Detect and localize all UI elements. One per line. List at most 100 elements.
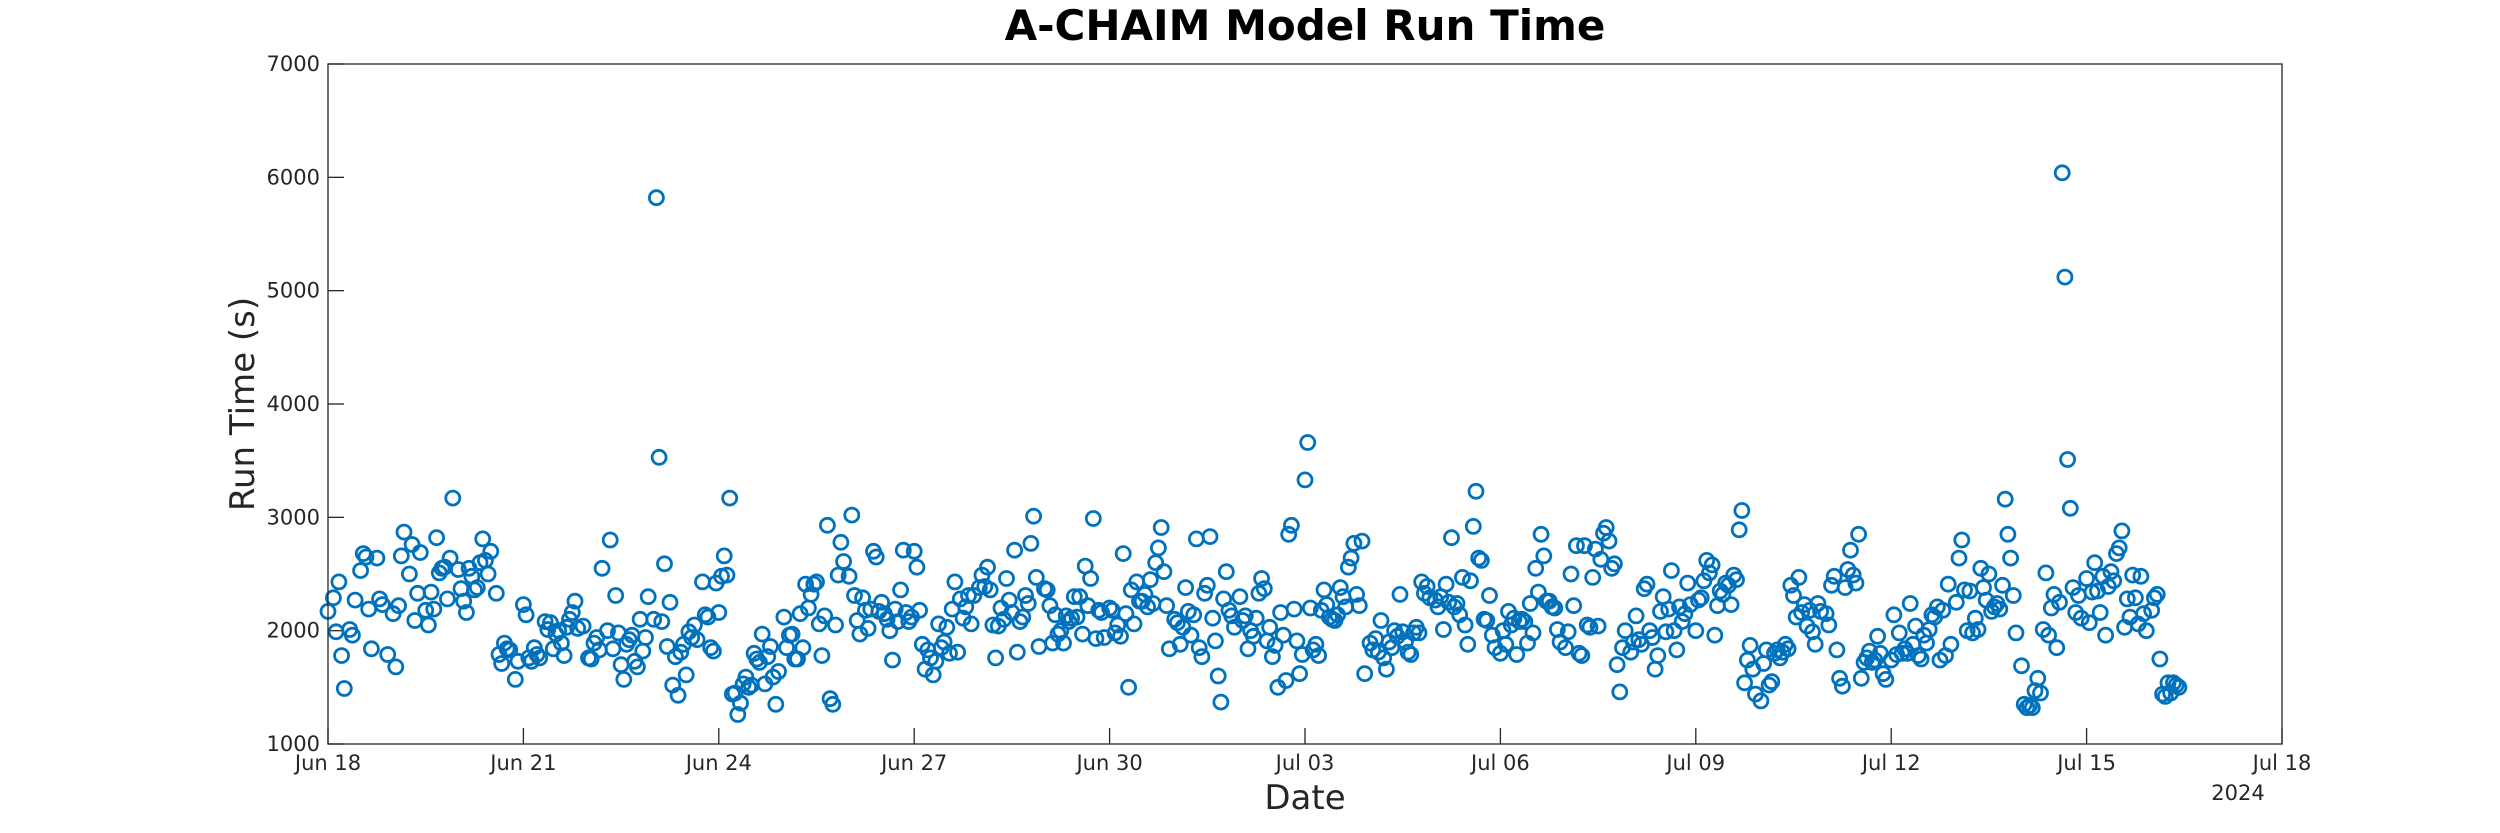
data-point — [767, 695, 785, 713]
data-point — [1527, 559, 1545, 577]
data-point — [715, 547, 733, 565]
data-point — [843, 506, 861, 524]
data-point — [634, 642, 652, 660]
data-point — [1402, 646, 1420, 663]
data-point — [949, 643, 966, 661]
data-point — [1296, 471, 1314, 489]
data-point — [1663, 562, 1680, 579]
x-axis: Jun 18 Jun 21 Jun 24 Jun 27 Jun 30 Jul 03 Jul … — [293, 728, 2311, 775]
data-point — [1817, 605, 1835, 623]
x-axis-year-label: 2024 — [2211, 781, 2264, 805]
data-point — [1350, 597, 1368, 615]
data-point — [1101, 599, 1118, 617]
data-point — [468, 579, 486, 596]
data-point — [2091, 604, 2109, 621]
data-point — [1188, 530, 1205, 548]
data-point — [1193, 648, 1211, 666]
data-point — [832, 533, 850, 551]
data-point — [1760, 676, 1778, 694]
data-point — [629, 658, 646, 676]
data-point — [409, 584, 427, 602]
data-point — [938, 618, 956, 636]
data-point — [808, 573, 825, 591]
data-point — [1546, 599, 1564, 617]
data-point — [1207, 632, 1224, 650]
data-point — [1611, 683, 1629, 701]
data-point — [1112, 627, 1129, 645]
x-tick-label: Jul 15 — [2055, 751, 2116, 775]
data-point — [1030, 638, 1048, 655]
data-point — [894, 541, 912, 559]
data-point — [1340, 558, 1357, 576]
data-point — [2078, 570, 2096, 587]
data-point — [335, 680, 353, 697]
data-point — [1890, 624, 1908, 642]
data-point — [1117, 605, 1135, 623]
data-point — [1562, 565, 1580, 583]
data-point — [1342, 549, 1360, 567]
x-tick-label: Jun 27 — [879, 751, 947, 775]
data-point — [732, 694, 749, 712]
data-point — [362, 640, 380, 658]
data-point — [1820, 616, 1838, 634]
data-point — [1834, 677, 1851, 695]
data-point — [457, 604, 475, 621]
data-point — [1399, 643, 1417, 661]
data-point — [368, 549, 386, 567]
data-point — [2007, 624, 2025, 642]
data-point — [1511, 613, 1528, 630]
data-point — [648, 189, 665, 207]
data-point — [1701, 564, 1718, 582]
data-point — [1065, 588, 1083, 606]
data-point — [1448, 595, 1466, 612]
data-point — [438, 590, 456, 608]
data-point — [1578, 616, 1596, 634]
data-point — [1576, 537, 1593, 555]
data-point — [1535, 547, 1553, 565]
x-tick-label: Jul 12 — [1860, 751, 1921, 775]
data-point — [441, 549, 459, 567]
data-point — [1646, 660, 1664, 678]
data-point — [1912, 650, 1930, 668]
data-point — [1185, 606, 1203, 624]
data-point — [770, 663, 787, 680]
data-point — [2167, 676, 2185, 694]
data-point — [911, 601, 928, 619]
data-point — [1109, 616, 1127, 634]
data-point — [1141, 571, 1159, 589]
data-point — [1302, 599, 1319, 617]
data-point — [1266, 637, 1284, 654]
data-point — [1559, 623, 1577, 641]
x-tick-label: Jul 18 — [2251, 751, 2312, 775]
data-point — [2013, 657, 2030, 675]
data-point — [1606, 555, 1623, 573]
data-point — [1074, 625, 1091, 643]
data-point — [1532, 525, 1550, 543]
data-point — [1825, 567, 1843, 585]
data-point — [1060, 613, 1078, 630]
data-point — [1410, 624, 1428, 642]
data-point — [1120, 678, 1137, 696]
data-point — [1331, 579, 1349, 596]
data-point — [1264, 648, 1281, 666]
data-point — [740, 678, 758, 696]
data-point — [373, 596, 391, 613]
data-point — [1901, 595, 1919, 612]
data-point — [599, 622, 616, 640]
data-point — [1687, 622, 1705, 640]
y-axis: 1000 2000 3000 4000 5000 6000 7000 — [267, 52, 344, 756]
data-point — [1467, 482, 1485, 500]
data-point — [1736, 674, 1753, 692]
data-point — [474, 530, 492, 548]
data-point — [1668, 641, 1686, 659]
data-point — [840, 567, 858, 585]
data-point — [357, 548, 375, 566]
data-point — [444, 489, 462, 507]
data-point — [650, 448, 668, 466]
data-point — [1437, 575, 1455, 593]
data-point — [705, 642, 722, 660]
data-point — [1204, 609, 1222, 627]
data-point — [601, 531, 619, 549]
data-point — [330, 573, 348, 591]
data-point — [1283, 516, 1300, 534]
